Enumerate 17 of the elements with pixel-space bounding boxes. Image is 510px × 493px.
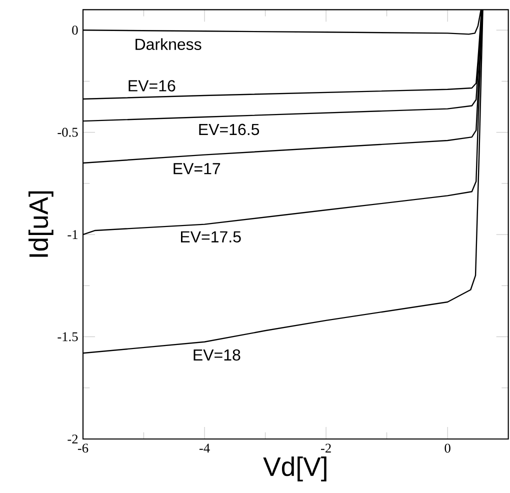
series-label: Darkness [136, 38, 202, 50]
y-axis-title: Id[uA] [28, 191, 54, 257]
x-tick-label: -6 [78, 444, 88, 453]
series-label: EV=16 [128, 80, 176, 92]
y-tick-label: 0 [72, 26, 78, 35]
series-label: EV=18 [194, 349, 240, 361]
x-tick-label: -4 [199, 444, 210, 452]
x-tick-label: -2 [320, 444, 331, 453]
series-label: EV=17 [174, 163, 220, 174]
series-label: EV=17.5 [181, 231, 241, 242]
x-tick-label: 0 [444, 444, 450, 453]
y-tick-label: -1.5 [58, 332, 78, 342]
y-tick-label: -2 [68, 434, 78, 444]
y-tick-label: -0.5 [58, 128, 78, 137]
y-tick-label: -1 [68, 230, 78, 239]
x-axis-title: Vd[V] [263, 456, 326, 482]
series-label: EV=16.5 [199, 124, 260, 136]
